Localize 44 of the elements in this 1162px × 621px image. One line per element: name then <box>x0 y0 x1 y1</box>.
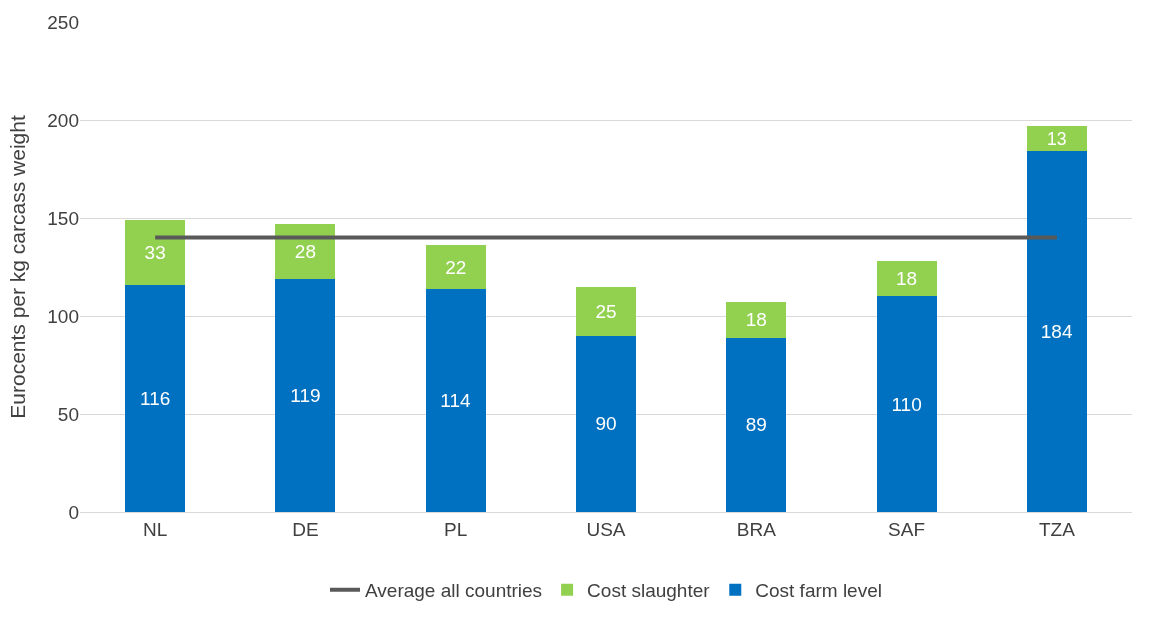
x-tick-label: BRA <box>736 518 777 540</box>
x-tick-label: NL <box>142 518 168 540</box>
bar <box>425 245 486 289</box>
data-label: 119 <box>290 384 321 406</box>
bar <box>125 219 186 285</box>
x-tick-label: DE <box>292 518 319 540</box>
y-tick-label: 250 <box>47 11 79 33</box>
bar <box>876 296 937 512</box>
legend-label: Cost slaughter <box>587 580 711 602</box>
y-axis-title: Eurocents per kg carcass weight <box>6 115 30 419</box>
y-tick-label: 150 <box>47 207 79 229</box>
bar <box>575 286 637 336</box>
bar <box>1026 151 1087 512</box>
y-tick-label: 200 <box>47 109 79 131</box>
data-label: 89 <box>745 414 767 436</box>
bar <box>275 278 336 512</box>
data-label: 13 <box>1047 128 1067 149</box>
legend-label: Average all countries <box>365 580 543 602</box>
bar <box>425 288 486 512</box>
data-label: 25 <box>595 300 617 322</box>
data-label: 90 <box>595 413 617 435</box>
x-tick-label: PL <box>444 518 468 540</box>
y-tick-label: 50 <box>57 403 79 425</box>
bar <box>1026 125 1087 152</box>
y-tick-label: 100 <box>47 305 79 327</box>
data-label: 110 <box>891 393 922 415</box>
x-tick-label: SAF <box>888 518 926 540</box>
y-tick-label: 0 <box>68 501 79 523</box>
data-label: 184 <box>1040 321 1073 343</box>
data-label: 18 <box>745 309 767 331</box>
x-tick-label: TZA <box>1038 518 1076 540</box>
data-label: 28 <box>294 240 316 262</box>
bar <box>726 302 787 338</box>
bar <box>876 261 937 297</box>
data-label: 116 <box>140 387 171 409</box>
data-label: 114 <box>440 389 472 411</box>
x-tick-label: USA <box>586 518 626 540</box>
bar <box>726 337 787 512</box>
data-label: 18 <box>896 268 918 290</box>
data-label: 33 <box>144 241 166 263</box>
bar <box>575 335 637 512</box>
legend-label: Cost farm level <box>755 580 882 602</box>
data-label: 22 <box>445 256 467 278</box>
bar <box>125 284 186 512</box>
